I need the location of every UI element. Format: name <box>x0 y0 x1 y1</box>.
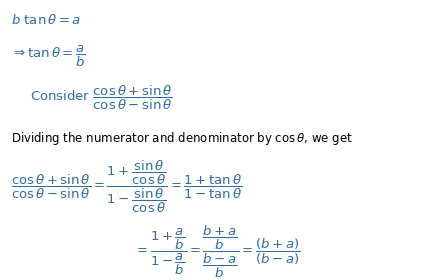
Text: $\mathrm{Consider}\ \dfrac{\cos\theta + \sin\theta}{\cos\theta - \sin\theta}$: $\mathrm{Consider}\ \dfrac{\cos\theta + … <box>30 84 173 112</box>
Text: Dividing the numerator and denominator by $\cos\theta$, we get: Dividing the numerator and denominator b… <box>11 130 353 147</box>
Text: $b\ \tan\theta = a$: $b\ \tan\theta = a$ <box>11 13 81 27</box>
Text: $\Rightarrow \tan\theta = \dfrac{a}{b}$: $\Rightarrow \tan\theta = \dfrac{a}{b}$ <box>11 43 86 69</box>
Text: $\dfrac{\cos\theta + \sin\theta}{\cos\theta - \sin\theta} = \dfrac{1 + \dfrac{\s: $\dfrac{\cos\theta + \sin\theta}{\cos\th… <box>11 158 242 214</box>
Text: $= \dfrac{1 + \dfrac{a}{b}}{1 - \dfrac{a}{b}} = \dfrac{\dfrac{b+a}{b}}{\dfrac{b-: $= \dfrac{1 + \dfrac{a}{b}}{1 - \dfrac{a… <box>134 224 301 280</box>
